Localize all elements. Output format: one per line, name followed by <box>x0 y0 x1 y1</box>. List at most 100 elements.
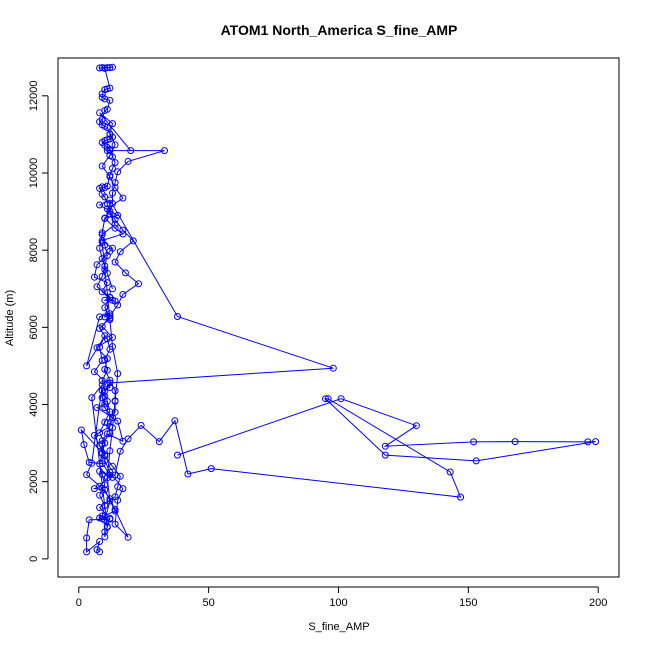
data-point <box>93 283 101 291</box>
data-point <box>184 470 192 478</box>
data-point <box>106 430 114 437</box>
data-point <box>381 451 389 459</box>
data-point <box>101 64 109 72</box>
data-point <box>98 272 106 280</box>
data-point <box>109 285 116 293</box>
data-point <box>88 459 96 467</box>
data-point <box>80 441 88 449</box>
data-point <box>124 435 132 443</box>
y-tick-label: 2000 <box>28 469 40 493</box>
data-point <box>106 207 114 215</box>
data-point <box>111 387 119 395</box>
data-point <box>129 237 137 245</box>
data-point <box>111 506 119 513</box>
data-point <box>83 471 91 479</box>
data-point <box>412 422 420 430</box>
data-point <box>101 296 109 304</box>
data-point <box>83 362 91 370</box>
data-point <box>88 394 96 402</box>
data-point <box>119 194 127 202</box>
data-point <box>174 451 181 459</box>
series-2 <box>111 395 600 501</box>
data-point <box>109 200 116 207</box>
data-point <box>101 502 109 510</box>
data-point <box>98 394 106 402</box>
data-point <box>98 381 106 389</box>
data-point <box>103 397 111 405</box>
data-point <box>135 280 142 288</box>
data-point <box>329 364 337 372</box>
data-point <box>124 533 132 541</box>
x-tick-label: 0 <box>76 597 82 609</box>
series-3 <box>96 63 119 293</box>
data-point <box>322 395 329 403</box>
data-point <box>101 418 109 426</box>
data-point <box>96 201 104 209</box>
data-point <box>337 395 345 403</box>
data-point <box>109 343 116 351</box>
data-point <box>592 438 600 446</box>
data-point <box>116 472 124 480</box>
data-point <box>98 229 106 237</box>
data-point <box>103 335 111 343</box>
series-layer <box>77 63 600 556</box>
data-point <box>109 153 116 161</box>
data-point <box>101 107 109 114</box>
data-point <box>85 516 93 524</box>
data-point <box>103 269 111 277</box>
data-point <box>109 189 116 197</box>
data-point <box>111 220 119 228</box>
x-tick-label: 100 <box>329 597 347 609</box>
data-point <box>111 141 119 149</box>
x-tick-label: 50 <box>203 597 215 609</box>
data-point <box>584 438 592 446</box>
y-tick-label: 10000 <box>28 158 40 189</box>
data-point <box>96 429 104 437</box>
data-point <box>106 171 114 179</box>
data-point <box>111 471 119 479</box>
data-point <box>109 244 116 252</box>
data-point <box>96 325 104 332</box>
data-point <box>114 168 122 176</box>
data-point <box>98 288 106 296</box>
data-point <box>93 404 101 412</box>
data-point <box>101 404 109 412</box>
data-point <box>96 244 104 252</box>
data-point <box>106 316 114 324</box>
data-point <box>101 356 109 364</box>
data-point <box>106 447 114 455</box>
data-point <box>111 408 119 416</box>
data-point <box>98 255 106 263</box>
data-point <box>111 159 119 167</box>
data-point <box>472 457 480 465</box>
data-point <box>155 438 163 446</box>
data-point <box>114 496 122 504</box>
data-point <box>96 184 104 192</box>
data-point <box>101 516 109 524</box>
data-point <box>90 273 98 281</box>
data-point <box>122 269 129 277</box>
plot-frame <box>57 57 620 578</box>
data-point <box>119 226 127 234</box>
data-point <box>109 462 116 470</box>
data-point <box>119 485 127 493</box>
y-tick-label: 12000 <box>28 81 40 112</box>
chart-title: ATOM1 North_America S_fine_AMP <box>221 22 458 38</box>
data-point <box>98 238 106 246</box>
data-point <box>103 366 111 374</box>
data-point <box>109 414 116 422</box>
data-point <box>101 533 109 541</box>
y-axis: 0 2000 4000 6000 8000 10000 12000 <box>28 81 49 562</box>
data-point <box>98 162 106 170</box>
data-point <box>98 450 106 457</box>
data-point <box>207 465 215 473</box>
data-point <box>511 438 519 446</box>
data-point <box>103 430 111 438</box>
data-point <box>103 252 111 260</box>
data-point <box>111 258 119 266</box>
data-point <box>96 313 104 321</box>
data-point <box>127 147 135 155</box>
